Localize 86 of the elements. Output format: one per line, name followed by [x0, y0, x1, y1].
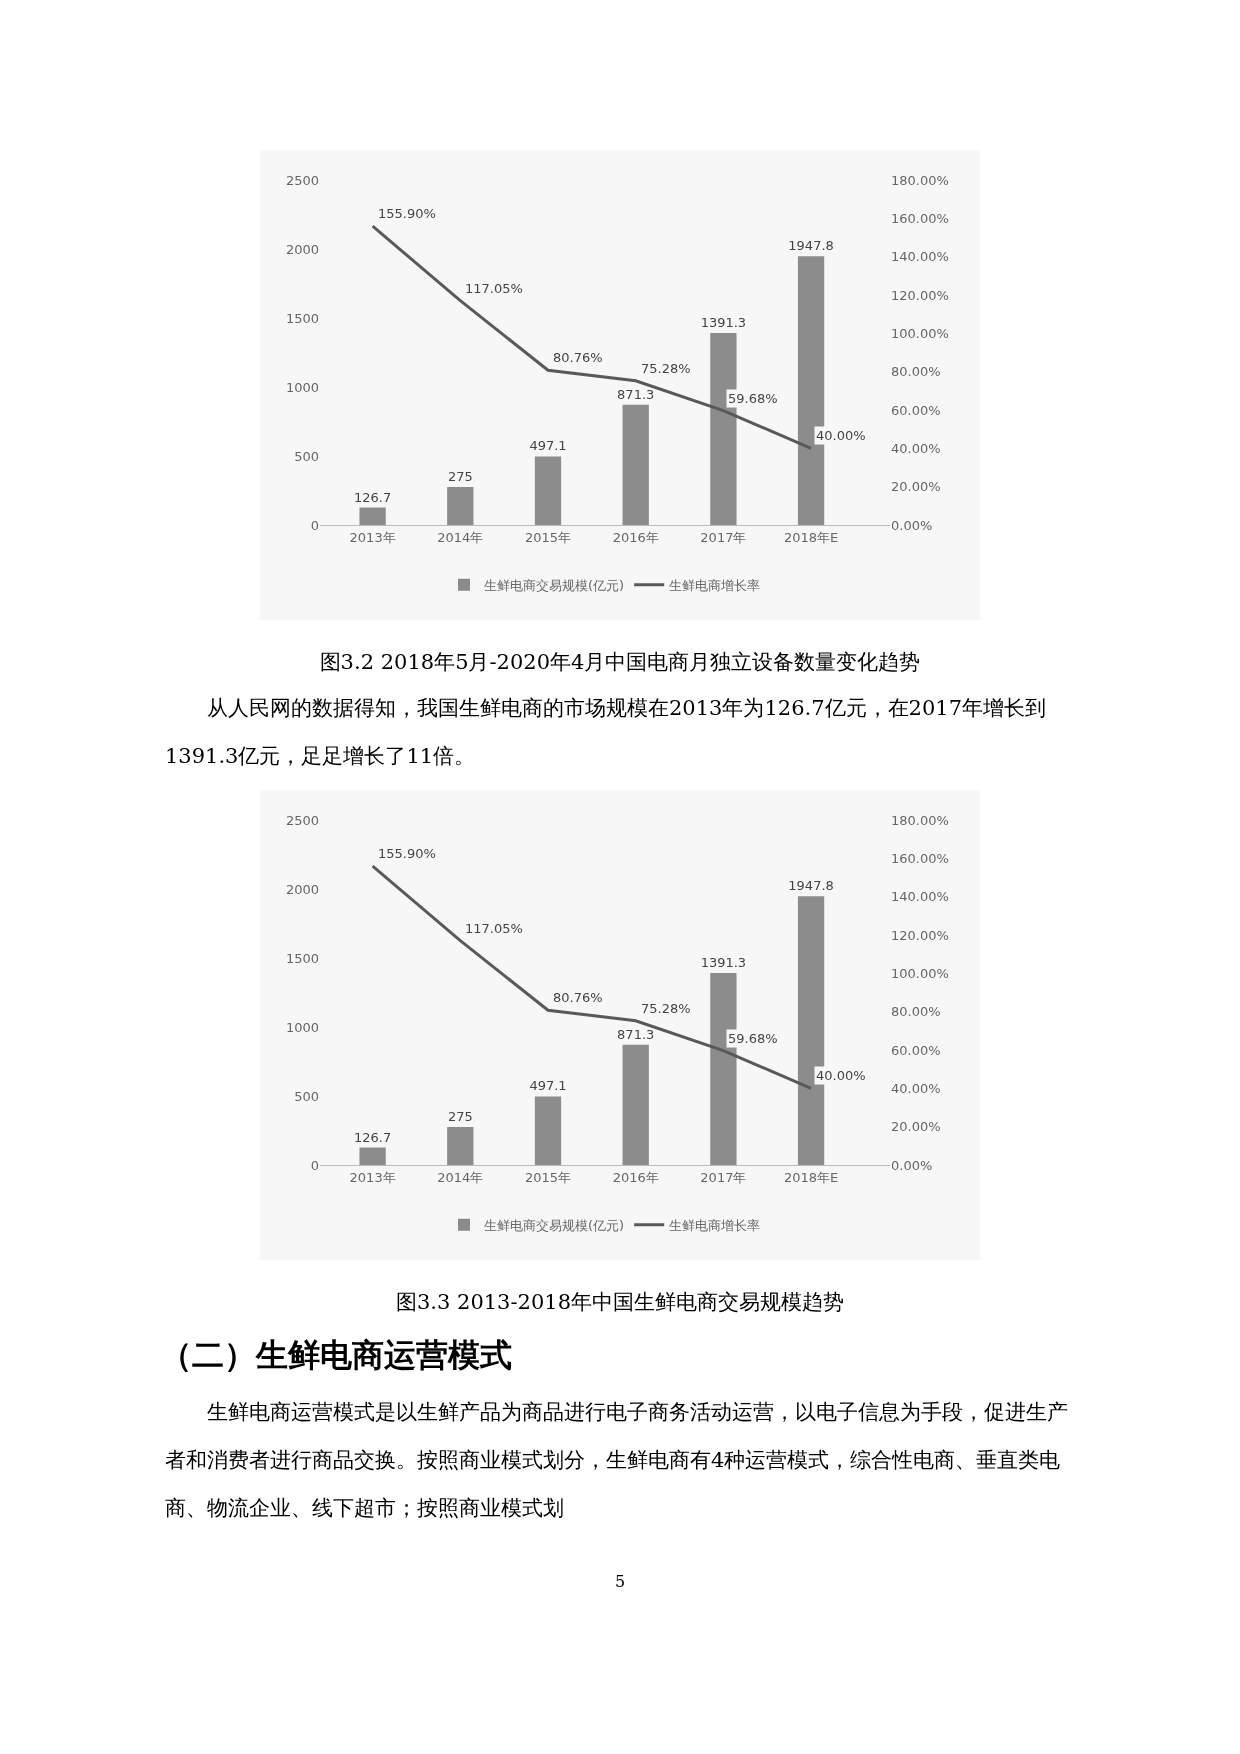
data-label: 1947.8 — [788, 878, 834, 894]
text: 从人民网的数据得知，我国生鲜电商的市场规模在2013年为126.7亿元，在2017年增长到1391.3亿元，足足增长了11倍。 — [165, 695, 1047, 770]
bar — [622, 1044, 649, 1165]
x-tick-label: 2013年 — [349, 529, 396, 545]
x-tick-label: 2013年 — [349, 1169, 396, 1185]
bar — [359, 1147, 386, 1165]
x-tick-label: 2015年 — [524, 1169, 572, 1185]
y2-tick-label: 120.00% — [891, 927, 949, 943]
data-label: 275 — [447, 469, 473, 485]
data-label: 871.3 — [617, 1026, 655, 1042]
x-tick-label: 2016年 — [612, 1169, 659, 1185]
data-label: 155.90% — [378, 846, 436, 861]
legend-label: 生鲜电商交易规模(亿元) — [484, 577, 625, 593]
y-tick-label: 0 — [310, 517, 319, 533]
y2-tick-label: 0.00% — [891, 517, 933, 533]
y2-tick-label: 140.00% — [891, 249, 949, 265]
y2-tick-label: 40.00% — [891, 1080, 941, 1096]
bar — [447, 487, 474, 525]
y2-tick-label: 160.00% — [891, 850, 949, 866]
y-tick-label: 1500 — [285, 310, 319, 326]
bar — [622, 404, 649, 525]
data-label: 1947.8 — [788, 238, 834, 254]
bar — [534, 456, 562, 525]
bar — [359, 507, 386, 525]
y2-tick-label: 120.00% — [891, 287, 949, 303]
x-tick-label: 2018年E — [783, 1169, 839, 1185]
data-label: 75.28% — [641, 1001, 691, 1016]
data-label: 1391.3 — [700, 955, 747, 970]
y-tick-label: 500 — [294, 448, 319, 464]
data-label: 497.1 — [529, 1078, 567, 1094]
y2-tick-label: 40.00% — [891, 440, 941, 456]
y2-tick-label: 100.00% — [891, 325, 949, 341]
y-tick-label: 1000 — [285, 1019, 319, 1035]
data-label: 117.05% — [465, 921, 523, 936]
legend-label: 生鲜电商交易规模(亿元) — [484, 1217, 625, 1233]
data-label: 80.76% — [553, 990, 603, 1005]
x-tick-label: 2014年 — [437, 529, 484, 545]
x-tick-label: 2014年 — [437, 1169, 484, 1185]
caption: 图3.3 2013-2018年中国生鲜电商交易规模趋势 — [394, 1289, 846, 1316]
data-label: 80.76% — [553, 350, 603, 365]
data-label: 40.00% — [816, 428, 866, 443]
data-label: 75.28% — [641, 361, 691, 376]
y2-tick-label: 100.00% — [891, 965, 949, 981]
data-label: 40.00% — [816, 1068, 866, 1083]
data-label: 275 — [447, 1109, 473, 1125]
text: 生鲜电商运营模式是以生鲜产品为商品进行电子商务活动运营，以电子信息为手段，促进生产者和消费者进行商品交换。按照商业模式划分，生鲜电商有4种运营模式，综合性电商、垂直类电商、物流企业、线下超市；按照商业模式划 — [165, 1399, 1069, 1522]
y-tick-label: 1500 — [285, 950, 319, 966]
data-label: 497.1 — [529, 438, 567, 454]
x-tick-label: 2018年E — [783, 529, 839, 545]
data-label: 1391.3 — [700, 315, 747, 330]
y2-tick-label: 180.00% — [891, 172, 949, 188]
y2-tick-label: 20.00% — [891, 1119, 941, 1135]
text: （二）生鲜电商运营模式 — [160, 1335, 513, 1376]
legend-label: 生鲜电商增长率 — [669, 577, 761, 593]
y-tick-label: 2000 — [285, 881, 319, 897]
data-label: 871.3 — [617, 386, 655, 402]
data-label: 117.05% — [465, 281, 523, 296]
data-label: 155.90% — [378, 206, 436, 221]
bar — [447, 1127, 474, 1165]
y2-tick-label: 80.00% — [891, 364, 941, 380]
y2-tick-label: 140.00% — [891, 889, 949, 905]
data-label: 126.7 — [354, 1129, 392, 1145]
y2-tick-label: 20.00% — [891, 479, 941, 495]
caption: 图3.2 2018年5月-2020年4月中国电商月独立设备数量变化趋势 — [318, 649, 922, 676]
data-label: 59.68% — [728, 391, 778, 406]
bar — [534, 1096, 562, 1165]
y-tick-label: 2500 — [285, 172, 319, 188]
y2-tick-label: 180.00% — [891, 812, 949, 828]
y-tick-label: 2000 — [285, 241, 319, 257]
legend-label: 生鲜电商增长率 — [669, 1217, 761, 1233]
data-label: 59.68% — [728, 1031, 778, 1046]
y-tick-label: 0 — [310, 1157, 319, 1173]
x-tick-label: 2015年 — [524, 529, 572, 545]
data-label: 126.7 — [354, 489, 392, 505]
y2-tick-label: 60.00% — [891, 402, 941, 418]
y2-tick-label: 160.00% — [891, 210, 949, 226]
text: 5 — [613, 1572, 627, 1591]
y-tick-label: 500 — [294, 1088, 319, 1104]
y-tick-label: 1000 — [285, 379, 319, 395]
y2-tick-label: 80.00% — [891, 1004, 941, 1020]
y2-tick-label: 60.00% — [891, 1042, 941, 1058]
x-tick-label: 2017年 — [700, 1169, 747, 1185]
y2-tick-label: 0.00% — [891, 1157, 933, 1173]
x-tick-label: 2017年 — [700, 529, 747, 545]
x-tick-label: 2016年 — [612, 529, 659, 545]
y-tick-label: 2500 — [285, 812, 319, 828]
